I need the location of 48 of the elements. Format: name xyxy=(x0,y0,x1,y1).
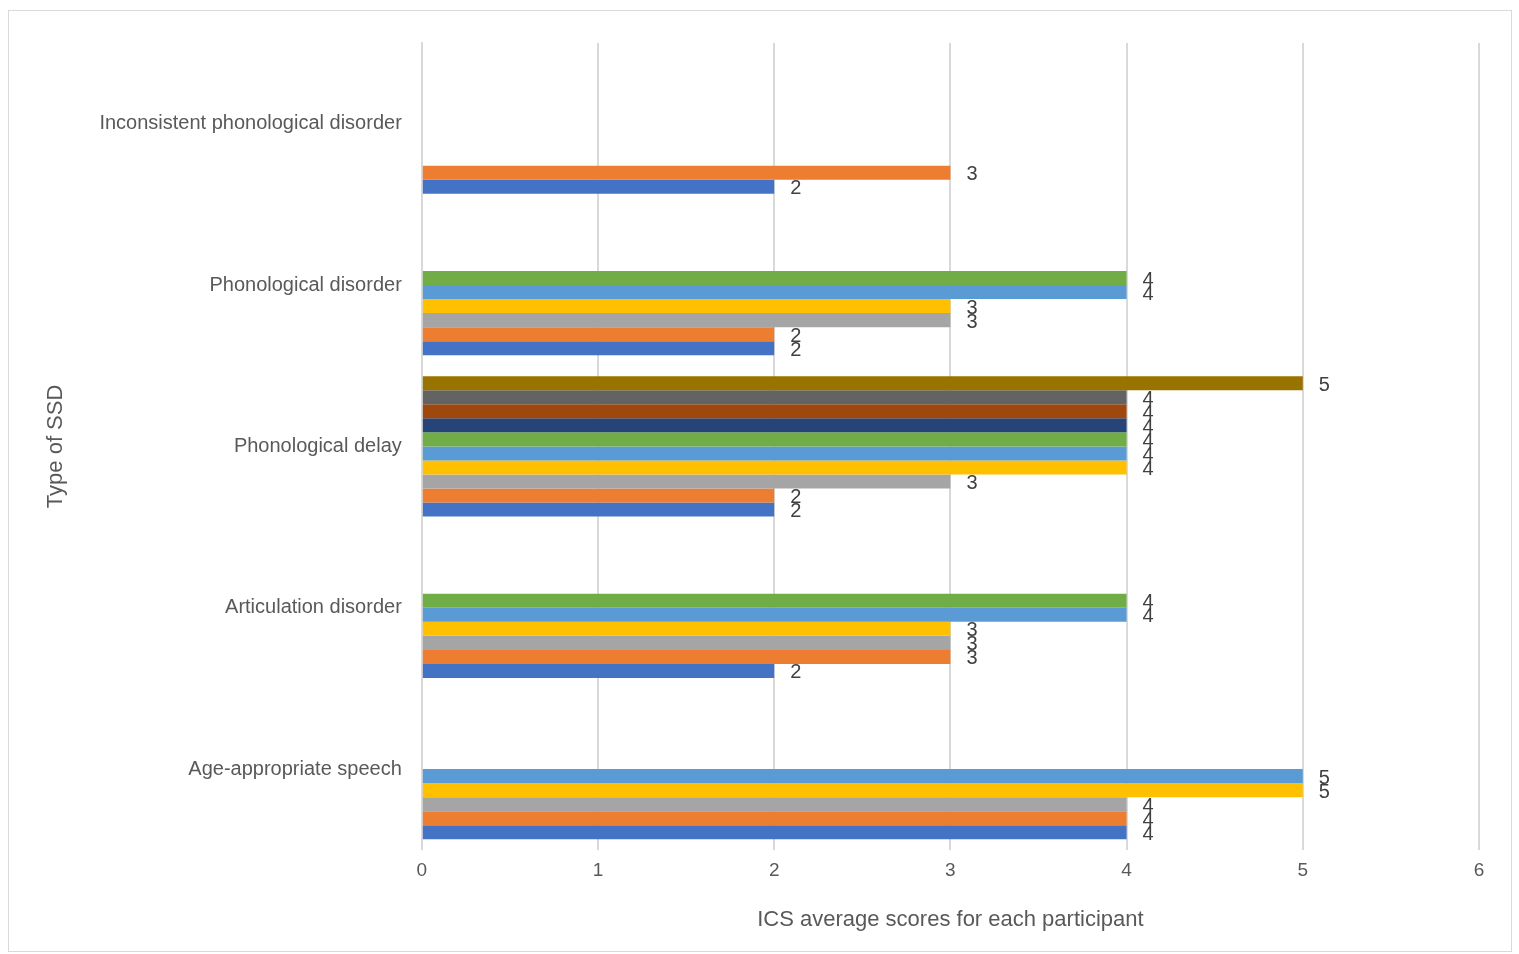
bar xyxy=(422,635,951,650)
bar xyxy=(422,663,775,678)
data-label: 2 xyxy=(790,176,802,199)
y-tick-label: Phonological delay xyxy=(233,433,402,456)
bar xyxy=(422,313,951,328)
bar xyxy=(422,649,951,664)
bar xyxy=(422,285,1127,300)
x-tick-label: 5 xyxy=(1297,859,1309,881)
y-axis-title: Type of SSD xyxy=(42,384,68,509)
x-tick-label: 2 xyxy=(768,859,780,881)
bar xyxy=(422,769,1303,784)
y-tick-label: Phonological disorder xyxy=(209,272,403,295)
bar xyxy=(422,376,1303,391)
bar xyxy=(422,621,951,636)
data-label: 3 xyxy=(966,471,978,494)
y-tick-label: Inconsistent phonological disorder xyxy=(99,111,403,134)
bar xyxy=(422,341,775,356)
bar xyxy=(422,488,775,503)
bar xyxy=(422,179,775,194)
y-tick-label: Age-appropriate speech xyxy=(188,756,402,779)
x-tick-label: 3 xyxy=(945,859,956,881)
data-label: 5 xyxy=(1318,372,1330,395)
bar xyxy=(422,390,1127,405)
bar xyxy=(422,327,775,342)
bar xyxy=(422,446,1127,461)
bar xyxy=(422,165,951,180)
bar xyxy=(422,460,1127,475)
bar xyxy=(422,299,951,314)
bar xyxy=(422,474,951,489)
x-axis-title: ICS average scores for each participant xyxy=(757,905,1144,931)
bar xyxy=(422,404,1127,419)
bar xyxy=(422,271,1127,286)
bar xyxy=(422,593,1127,608)
bar xyxy=(422,502,775,517)
bar xyxy=(422,783,1303,798)
bar xyxy=(422,797,1127,812)
data-label: 3 xyxy=(966,162,978,185)
x-tick-label: 4 xyxy=(1121,859,1133,881)
bar xyxy=(422,825,1127,840)
x-tick-label: 1 xyxy=(592,859,604,881)
bar xyxy=(422,607,1127,622)
x-tick-label: 6 xyxy=(1473,859,1485,881)
data-label: 2 xyxy=(790,660,802,683)
bar xyxy=(422,432,1127,447)
bar xyxy=(422,811,1127,826)
y-tick-label: Articulation disorder xyxy=(225,595,403,618)
bar xyxy=(422,418,1127,433)
x-tick-label: 0 xyxy=(416,859,428,881)
